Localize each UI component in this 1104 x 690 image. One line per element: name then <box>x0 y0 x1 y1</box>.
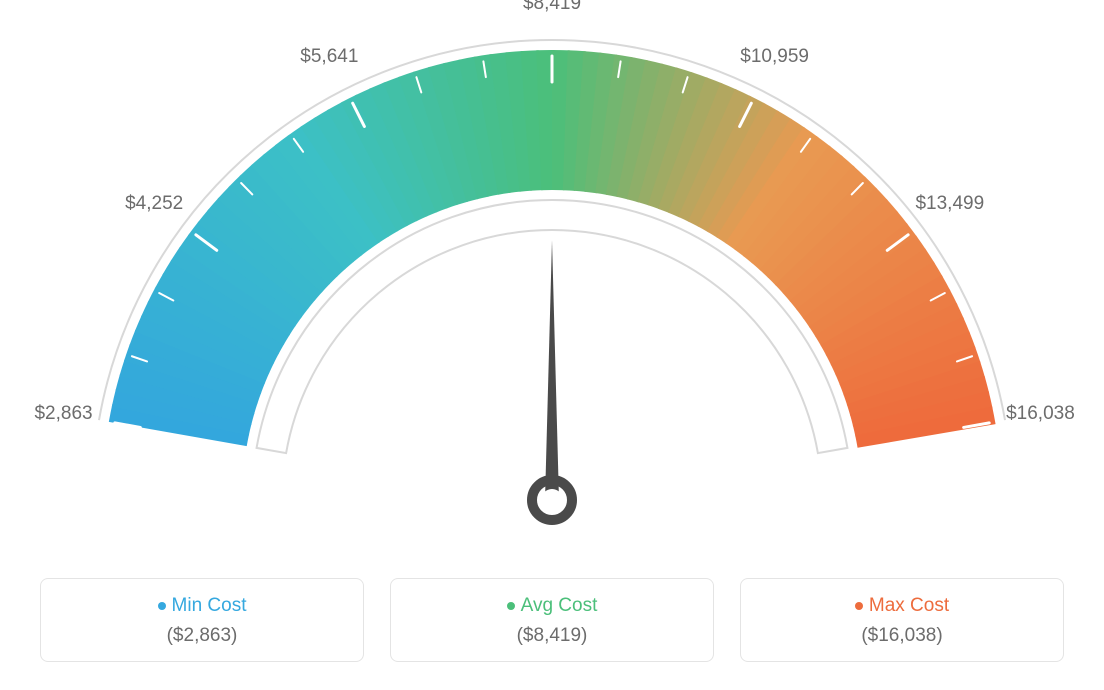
gauge-tick-label: $5,641 <box>300 46 358 68</box>
legend-row: Min Cost ($2,863) Avg Cost ($8,419) Max … <box>40 578 1064 662</box>
cost-gauge-widget: $2,863 $4,252 $5,641 $8,419 $10,959 $13,499 $1… <box>0 0 1104 690</box>
max-cost-title-text: Max Cost <box>869 595 949 616</box>
avg-dot-icon <box>507 602 515 610</box>
gauge-svg <box>0 0 1104 560</box>
gauge-tick-label: $13,499 <box>915 193 984 215</box>
min-dot-icon <box>158 602 166 610</box>
max-cost-value: ($16,038) <box>751 625 1053 647</box>
avg-cost-title-text: Avg Cost <box>521 595 598 616</box>
max-cost-title: Max Cost <box>751 595 1053 617</box>
min-cost-card: Min Cost ($2,863) <box>40 578 364 662</box>
avg-cost-card: Avg Cost ($8,419) <box>390 578 714 662</box>
min-cost-title-text: Min Cost <box>172 595 247 616</box>
max-dot-icon <box>855 602 863 610</box>
max-cost-card: Max Cost ($16,038) <box>740 578 1064 662</box>
min-cost-value: ($2,863) <box>51 625 353 647</box>
gauge-tick-label: $2,863 <box>34 403 92 425</box>
avg-cost-title: Avg Cost <box>401 595 703 617</box>
gauge-tick-label: $4,252 <box>125 193 183 215</box>
gauge-tick-label: $8,419 <box>523 0 581 15</box>
gauge-chart: $2,863 $4,252 $5,641 $8,419 $10,959 $13,499 $1… <box>0 0 1104 560</box>
gauge-tick-label: $10,959 <box>740 46 809 68</box>
avg-cost-value: ($8,419) <box>401 625 703 647</box>
gauge-tick-label: $16,038 <box>1006 403 1075 425</box>
min-cost-title: Min Cost <box>51 595 353 617</box>
